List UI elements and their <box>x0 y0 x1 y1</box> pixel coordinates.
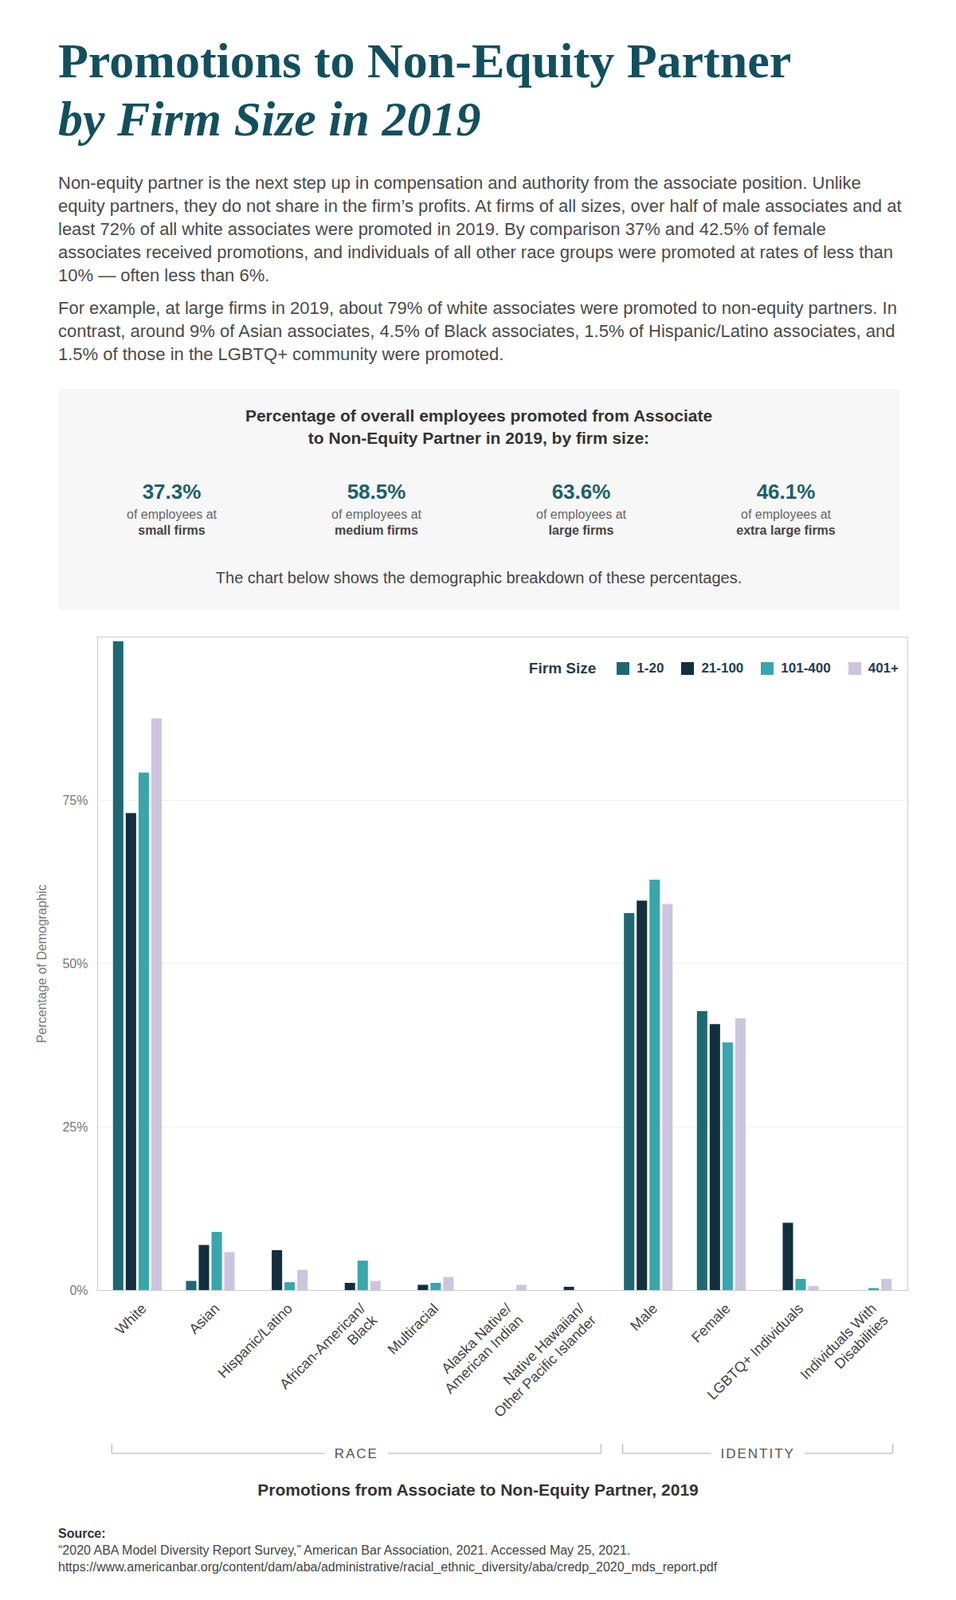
svg-text:White: White <box>112 1300 150 1338</box>
svg-text:Individuals WithDisabilities: Individuals WithDisabilities <box>797 1300 892 1395</box>
svg-text:African-American/Black: African-American/Black <box>276 1299 381 1404</box>
svg-text:Percentage of Demographic: Percentage of Demographic <box>35 884 49 1043</box>
svg-text:Asian: Asian <box>185 1300 223 1337</box>
svg-text:25%: 25% <box>62 1120 88 1134</box>
svg-text:RACE: RACE <box>334 1445 379 1462</box>
svg-text:Female: Female <box>688 1300 734 1346</box>
svg-text:Native Hawaiian/Other Pacific: Native Hawaiian/Other Pacific Islander <box>479 1300 600 1420</box>
svg-text:0%: 0% <box>69 1283 88 1297</box>
svg-text:50%: 50% <box>62 956 88 971</box>
svg-text:Male: Male <box>626 1300 661 1334</box>
svg-text:Hispanic/Latino: Hispanic/Latino <box>215 1300 296 1381</box>
svg-text:IDENTITY: IDENTITY <box>720 1445 795 1462</box>
svg-text:LGBTQ+ Individuals: LGBTQ+ Individuals <box>704 1300 807 1403</box>
svg-text:Multiracial: Multiracial <box>384 1300 442 1357</box>
svg-text:75%: 75% <box>62 793 88 808</box>
